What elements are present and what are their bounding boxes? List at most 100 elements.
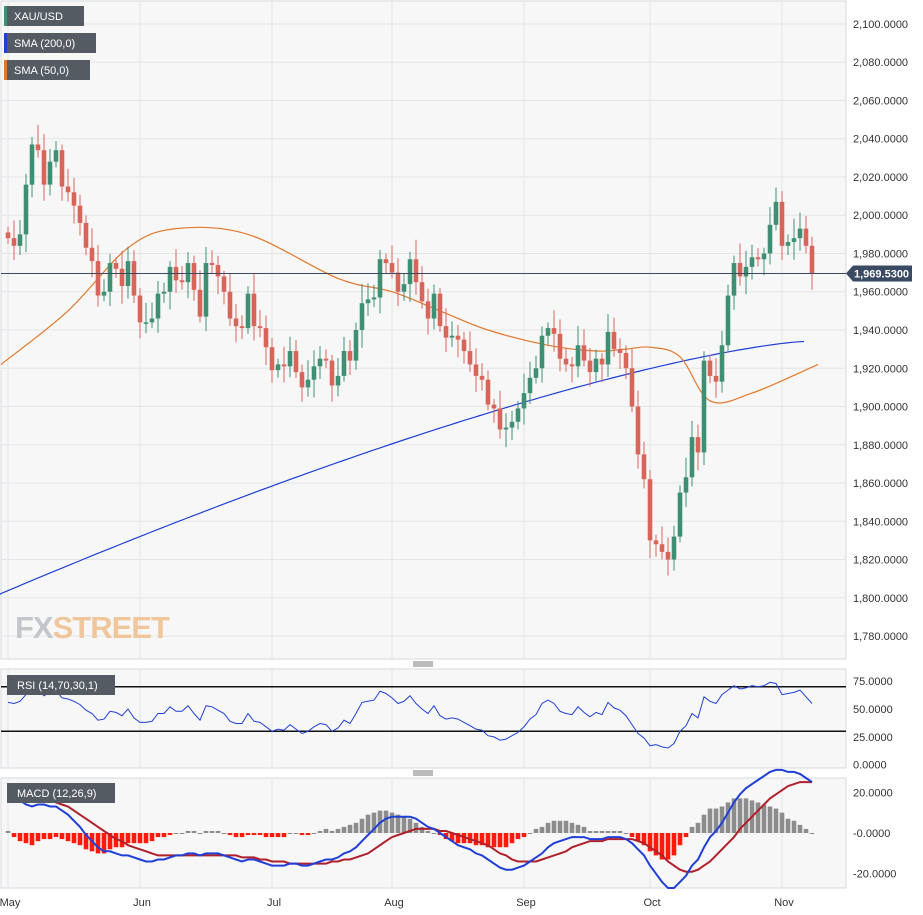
macd-histogram-bar <box>47 833 53 840</box>
sma50-line <box>0 226 819 404</box>
macd-histogram-bar <box>539 826 545 833</box>
candle-body <box>317 358 323 367</box>
candle-body <box>629 368 635 407</box>
candle-body <box>701 360 707 453</box>
candle-body <box>41 150 47 185</box>
rsi-panel <box>0 668 847 769</box>
macd-y-tick-label: -0.0000 <box>853 828 890 840</box>
macd-histogram-bar <box>545 822 551 833</box>
macd-histogram-bar <box>797 824 803 833</box>
candle-body <box>737 263 743 277</box>
last-price-tag-box <box>846 265 912 282</box>
macd-histogram-bar <box>629 833 635 838</box>
candle-body <box>533 368 539 378</box>
candle-body <box>323 358 329 361</box>
macd-histogram-bar <box>551 820 557 833</box>
macd-histogram-bar <box>167 833 173 836</box>
y-tick-label: 1,820.0000 <box>853 555 908 567</box>
macd-histogram-bar <box>287 833 293 834</box>
macd-histogram-bar <box>215 830 221 833</box>
candle-body <box>443 326 449 338</box>
macd-histogram-bar <box>743 798 749 833</box>
macd-histogram-bar <box>329 830 335 833</box>
panel-splitter[interactable] <box>413 661 433 667</box>
macd-histogram-bar <box>473 833 479 846</box>
y-tick-label: 1,860.0000 <box>853 478 908 490</box>
candle-body <box>275 364 281 371</box>
candle-body <box>269 347 275 371</box>
time-x-axis: May Jun Jul Aug Sep Oct Nov <box>0 897 794 909</box>
macd-histogram-bar <box>317 830 323 833</box>
legend-swatch <box>4 60 7 80</box>
last-price-value: 1,969.5300 <box>854 269 909 281</box>
macd-histogram-bar <box>479 833 485 846</box>
candle-body <box>101 291 107 296</box>
macd-histogram-bar <box>281 833 287 838</box>
candle-body <box>515 408 521 422</box>
y-tick-label: 1,780.0000 <box>853 631 908 643</box>
macd-histogram-bar <box>263 833 269 838</box>
macd-histogram-bar <box>371 812 377 833</box>
candle-body <box>263 328 269 348</box>
candle-body <box>209 263 215 265</box>
macd-histogram-bar <box>11 833 17 838</box>
candle-body <box>461 339 467 352</box>
candle-body <box>143 322 149 324</box>
candle-body <box>47 161 53 185</box>
candle-body <box>449 335 455 338</box>
y-tick-label: 1,920.0000 <box>853 363 908 375</box>
candle-body <box>251 293 257 327</box>
macd-histogram-bar <box>311 833 317 834</box>
rsi-y-tick-label: 75.0000 <box>853 676 893 688</box>
candle-body <box>131 261 137 296</box>
y-tick-label: 2,040.0000 <box>853 134 908 146</box>
candle-body <box>407 259 413 285</box>
candle-body <box>569 364 575 367</box>
rsi-y-tick-label: 25.0000 <box>853 732 893 744</box>
candle-body <box>11 238 17 246</box>
candle-body <box>191 263 197 290</box>
candle-body <box>203 263 209 317</box>
candle-body <box>437 293 443 327</box>
candle-body <box>455 335 461 340</box>
candle-body <box>53 150 59 162</box>
legend-badge-bg <box>7 783 115 803</box>
macd-histogram-bar <box>401 816 407 833</box>
candle-body <box>773 201 779 225</box>
macd-histogram-bar <box>107 833 113 850</box>
candle-body <box>497 408 503 430</box>
macd-histogram-bar <box>5 830 11 833</box>
macd-histogram-bar <box>701 814 707 833</box>
macd-histogram-bar <box>293 833 299 834</box>
candle-body <box>779 201 785 246</box>
candle-body <box>29 144 35 185</box>
macd-histogram-bar <box>269 833 275 838</box>
macd-histogram-bar <box>527 833 533 834</box>
watermark-text: FXSTREET <box>15 610 170 645</box>
macd-histogram-bar <box>257 833 263 836</box>
macd-histogram-bar <box>593 830 599 833</box>
macd-histogram-bar <box>791 820 797 833</box>
macd-histogram-bar <box>659 833 665 860</box>
macd-histogram-bar <box>641 833 647 846</box>
legend-label: RSI (14,70,30,1) <box>17 680 98 692</box>
macd-histogram-bar <box>731 798 737 833</box>
candle-body <box>359 303 365 330</box>
macd-histogram-bar <box>773 808 779 833</box>
macd-histogram-bar <box>509 833 515 844</box>
macd-histogram-bar <box>611 830 617 833</box>
macd-histogram-bar <box>695 822 701 833</box>
candle-body <box>113 263 119 269</box>
candle-body <box>299 372 305 388</box>
macd-histogram-bar <box>503 833 509 848</box>
candle-body <box>377 259 383 298</box>
candle-body <box>95 261 101 296</box>
macd-histogram-bar <box>35 833 41 842</box>
macd-histogram-bar <box>131 833 137 844</box>
macd-y-tick-label: -20.0000 <box>853 869 896 881</box>
panel-splitter[interactable] <box>413 770 433 776</box>
macd-histogram-bar <box>647 833 653 852</box>
macd-histogram-bar <box>149 833 155 842</box>
candle-body <box>161 291 167 294</box>
macd-histogram-bar <box>497 833 503 848</box>
